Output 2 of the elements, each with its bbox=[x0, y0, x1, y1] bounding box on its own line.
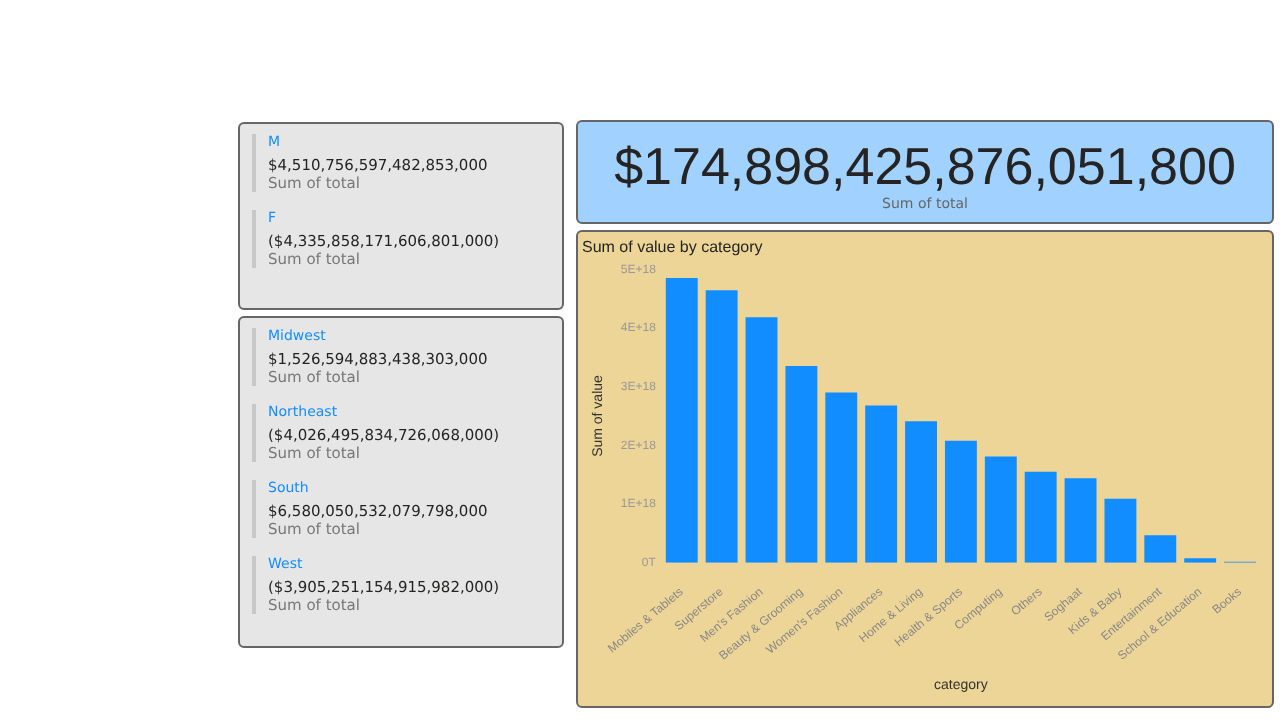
chart-title: Sum of value by category bbox=[582, 238, 763, 257]
text: $174,898,425,876,051,800 bbox=[612, 136, 1238, 196]
